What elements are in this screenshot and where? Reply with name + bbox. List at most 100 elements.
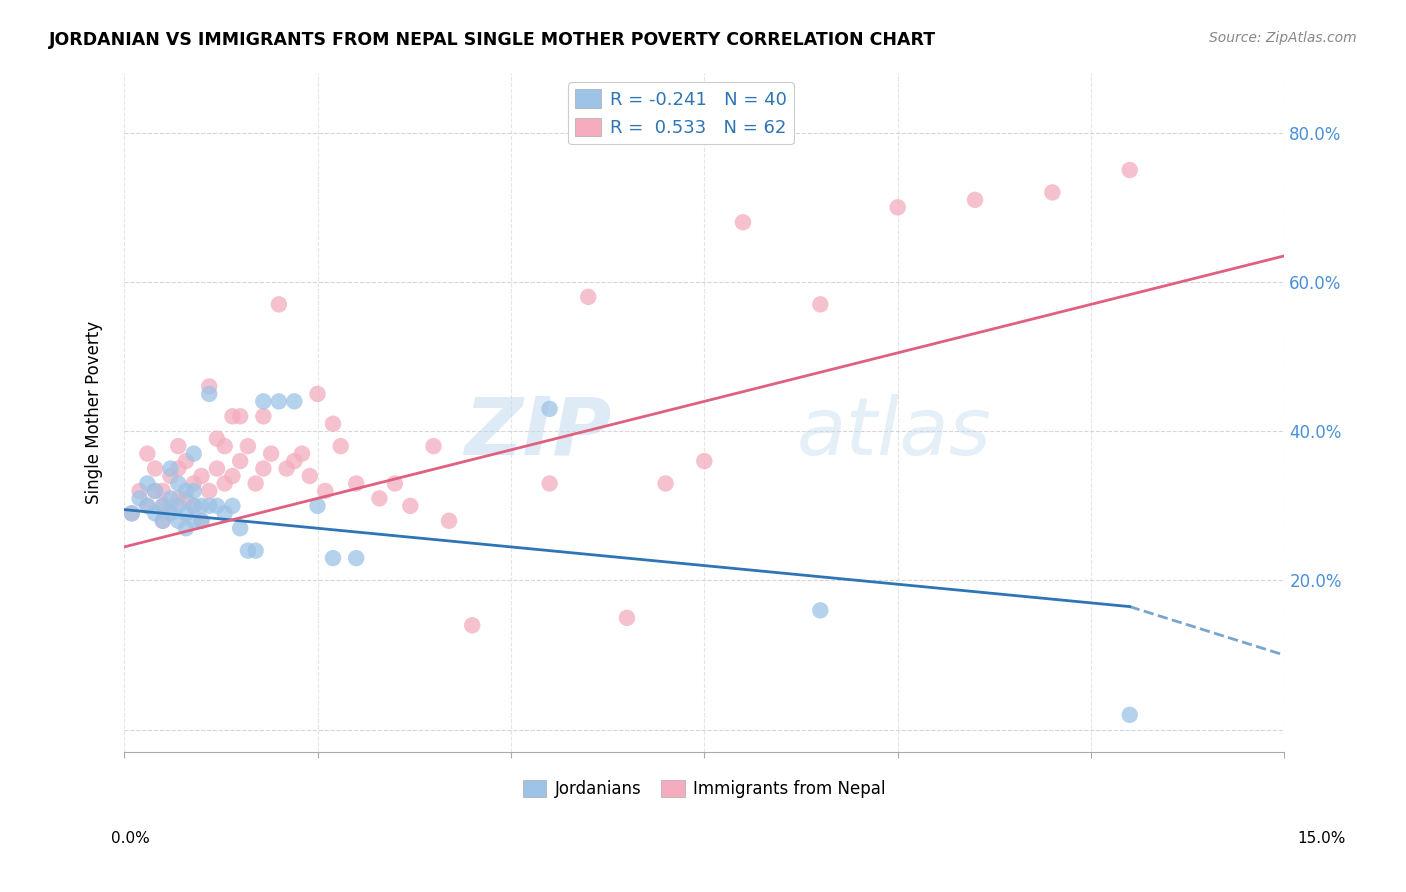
Point — [384, 476, 406, 491]
Point — [229, 409, 252, 424]
Point — [190, 469, 212, 483]
Point — [167, 514, 190, 528]
Point — [298, 469, 321, 483]
Point — [143, 461, 166, 475]
Point — [174, 521, 197, 535]
Point — [198, 499, 221, 513]
Point — [167, 439, 190, 453]
Point — [143, 483, 166, 498]
Point — [267, 297, 290, 311]
Point — [136, 499, 159, 513]
Point — [159, 469, 181, 483]
Point — [808, 603, 831, 617]
Point — [167, 476, 190, 491]
Point — [654, 476, 676, 491]
Point — [198, 483, 221, 498]
Point — [329, 439, 352, 453]
Text: JORDANIAN VS IMMIGRANTS FROM NEPAL SINGLE MOTHER POVERTY CORRELATION CHART: JORDANIAN VS IMMIGRANTS FROM NEPAL SINGL… — [49, 31, 936, 49]
Point — [307, 387, 329, 401]
Point — [128, 491, 150, 506]
Point — [283, 394, 305, 409]
Point — [159, 491, 181, 506]
Point — [1119, 163, 1142, 178]
Point — [152, 499, 174, 513]
Text: 15.0%: 15.0% — [1298, 831, 1346, 846]
Point — [205, 432, 228, 446]
Point — [422, 439, 444, 453]
Point — [221, 409, 243, 424]
Point — [136, 476, 159, 491]
Point — [205, 499, 228, 513]
Point — [167, 461, 190, 475]
Point — [174, 506, 197, 520]
Point — [307, 499, 329, 513]
Point — [344, 551, 367, 566]
Point — [1119, 707, 1142, 722]
Point — [236, 439, 259, 453]
Point — [152, 514, 174, 528]
Text: Source: ZipAtlas.com: Source: ZipAtlas.com — [1209, 31, 1357, 45]
Point — [221, 469, 243, 483]
Text: 0.0%: 0.0% — [111, 831, 150, 846]
Point — [159, 499, 181, 513]
Point — [214, 476, 236, 491]
Point — [121, 506, 143, 520]
Point — [576, 290, 599, 304]
Point — [183, 499, 205, 513]
Point — [399, 499, 422, 513]
Point — [693, 454, 716, 468]
Point — [314, 483, 336, 498]
Point — [128, 483, 150, 498]
Point — [616, 611, 638, 625]
Point — [283, 454, 305, 468]
Point — [229, 521, 252, 535]
Point — [437, 514, 460, 528]
Text: atlas: atlas — [797, 394, 991, 472]
Point — [121, 506, 143, 520]
Point — [183, 476, 205, 491]
Point — [190, 514, 212, 528]
Point — [808, 297, 831, 311]
Point — [252, 409, 274, 424]
Point — [886, 200, 908, 214]
Point — [252, 394, 274, 409]
Point — [152, 483, 174, 498]
Point — [1040, 186, 1063, 200]
Point — [190, 499, 212, 513]
Point — [183, 514, 205, 528]
Point — [183, 499, 205, 513]
Point — [221, 499, 243, 513]
Point — [174, 491, 197, 506]
Point — [731, 215, 754, 229]
Text: ZIP: ZIP — [464, 394, 612, 472]
Point — [368, 491, 391, 506]
Point — [198, 387, 221, 401]
Point — [152, 514, 174, 528]
Point — [245, 543, 267, 558]
Point — [159, 461, 181, 475]
Y-axis label: Single Mother Poverty: Single Mother Poverty — [86, 321, 103, 504]
Point — [538, 476, 561, 491]
Point — [198, 379, 221, 393]
Point — [229, 454, 252, 468]
Point — [252, 461, 274, 475]
Point — [214, 439, 236, 453]
Point — [152, 499, 174, 513]
Point — [167, 491, 190, 506]
Point — [143, 483, 166, 498]
Point — [214, 506, 236, 520]
Point — [245, 476, 267, 491]
Point — [174, 483, 197, 498]
Point — [236, 543, 259, 558]
Point — [260, 447, 283, 461]
Point — [322, 417, 344, 431]
Point — [159, 506, 181, 520]
Point — [143, 506, 166, 520]
Point — [538, 401, 561, 416]
Point — [461, 618, 484, 632]
Point — [963, 193, 986, 207]
Point — [174, 454, 197, 468]
Point — [205, 461, 228, 475]
Point — [322, 551, 344, 566]
Point — [190, 514, 212, 528]
